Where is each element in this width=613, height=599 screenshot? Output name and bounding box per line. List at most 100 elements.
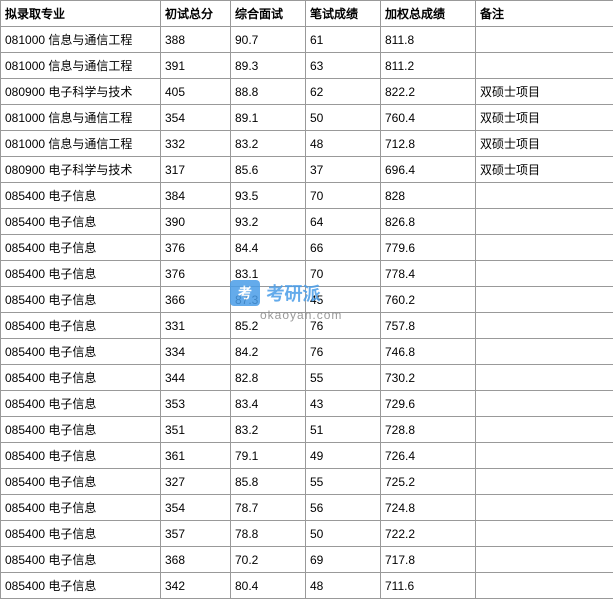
table-cell: 48 — [306, 131, 381, 157]
table-row: 085400 电子信息33484.276746.8 — [1, 339, 613, 365]
table-cell: 760.4 — [381, 105, 476, 131]
table-cell: 085400 电子信息 — [1, 339, 161, 365]
table-cell: 43 — [306, 391, 381, 417]
table-cell: 89.1 — [231, 105, 306, 131]
table-cell: 085400 电子信息 — [1, 495, 161, 521]
table-cell: 76 — [306, 339, 381, 365]
table-cell: 48 — [306, 573, 381, 599]
table-cell: 63 — [306, 53, 381, 79]
table-row: 085400 电子信息33185.276757.8 — [1, 313, 613, 339]
table-cell: 317 — [161, 157, 231, 183]
table-cell: 357 — [161, 521, 231, 547]
admission-table: 拟录取专业 初试总分 综合面试 笔试成绩 加权总成绩 备注 081000 信息与… — [0, 0, 613, 599]
table-cell — [476, 339, 613, 365]
table-cell: 45 — [306, 287, 381, 313]
table-cell: 778.4 — [381, 261, 476, 287]
table-cell: 70 — [306, 183, 381, 209]
table-cell: 726.4 — [381, 443, 476, 469]
table-cell: 728.8 — [381, 417, 476, 443]
table-cell: 70 — [306, 261, 381, 287]
table-row: 085400 电子信息37684.466779.6 — [1, 235, 613, 261]
table-cell: 66 — [306, 235, 381, 261]
table-cell: 085400 电子信息 — [1, 417, 161, 443]
table-cell — [476, 469, 613, 495]
table-cell: 61 — [306, 27, 381, 53]
table-cell: 93.2 — [231, 209, 306, 235]
table-row: 081000 信息与通信工程39189.363811.2 — [1, 53, 613, 79]
table-cell: 332 — [161, 131, 231, 157]
table-cell: 081000 信息与通信工程 — [1, 131, 161, 157]
table-cell — [476, 209, 613, 235]
table-cell: 327 — [161, 469, 231, 495]
table-cell: 85.2 — [231, 313, 306, 339]
table-cell — [476, 495, 613, 521]
table-cell — [476, 365, 613, 391]
table-cell: 368 — [161, 547, 231, 573]
table-cell — [476, 261, 613, 287]
table-row: 085400 电子信息37683.170778.4 — [1, 261, 613, 287]
table-cell: 82.8 — [231, 365, 306, 391]
table-cell: 384 — [161, 183, 231, 209]
table-cell: 84.4 — [231, 235, 306, 261]
table-header-row: 拟录取专业 初试总分 综合面试 笔试成绩 加权总成绩 备注 — [1, 1, 613, 27]
table-cell: 83.1 — [231, 261, 306, 287]
table-row: 085400 电子信息38493.570828 — [1, 183, 613, 209]
table-cell: 49 — [306, 443, 381, 469]
table-cell: 080900 电子科学与技术 — [1, 79, 161, 105]
table-cell: 双硕士项目 — [476, 131, 613, 157]
table-cell: 811.8 — [381, 27, 476, 53]
table-cell — [476, 391, 613, 417]
header-initial-score: 初试总分 — [161, 1, 231, 27]
table-row: 080900 电子科学与技术31785.637696.4双硕士项目 — [1, 157, 613, 183]
table-cell: 50 — [306, 521, 381, 547]
table-cell: 361 — [161, 443, 231, 469]
table-cell: 78.7 — [231, 495, 306, 521]
table-cell: 51 — [306, 417, 381, 443]
table-cell: 376 — [161, 261, 231, 287]
table-row: 085400 电子信息34280.448711.6 — [1, 573, 613, 599]
table-cell — [476, 547, 613, 573]
table-cell: 390 — [161, 209, 231, 235]
table-cell — [476, 287, 613, 313]
table-cell: 89.3 — [231, 53, 306, 79]
table-cell: 87.3 — [231, 287, 306, 313]
table-cell: 双硕士项目 — [476, 105, 613, 131]
table-cell: 331 — [161, 313, 231, 339]
table-cell: 085400 电子信息 — [1, 521, 161, 547]
table-cell: 78.8 — [231, 521, 306, 547]
table-cell — [476, 27, 613, 53]
table-cell: 83.2 — [231, 417, 306, 443]
table-cell: 085400 电子信息 — [1, 261, 161, 287]
table-cell: 55 — [306, 469, 381, 495]
table-cell: 37 — [306, 157, 381, 183]
table-cell: 080900 电子科学与技术 — [1, 157, 161, 183]
table-row: 085400 电子信息32785.855725.2 — [1, 469, 613, 495]
table-cell: 085400 电子信息 — [1, 209, 161, 235]
table-cell: 760.2 — [381, 287, 476, 313]
table-cell: 62 — [306, 79, 381, 105]
table-cell — [476, 183, 613, 209]
table-row: 085400 电子信息36179.149726.4 — [1, 443, 613, 469]
table-cell — [476, 53, 613, 79]
table-cell — [476, 235, 613, 261]
table-cell: 85.8 — [231, 469, 306, 495]
table-cell: 双硕士项目 — [476, 157, 613, 183]
table-cell — [476, 443, 613, 469]
header-interview-score: 综合面试 — [231, 1, 306, 27]
table-row: 085400 电子信息35183.251728.8 — [1, 417, 613, 443]
table-cell: 085400 电子信息 — [1, 443, 161, 469]
table-body: 081000 信息与通信工程38890.761811.8081000 信息与通信… — [1, 27, 613, 599]
header-weighted-score: 加权总成绩 — [381, 1, 476, 27]
table-cell: 83.4 — [231, 391, 306, 417]
table-cell: 085400 电子信息 — [1, 469, 161, 495]
table-cell — [476, 521, 613, 547]
table-cell: 80.4 — [231, 573, 306, 599]
table-cell: 081000 信息与通信工程 — [1, 105, 161, 131]
table-cell: 085400 电子信息 — [1, 313, 161, 339]
table-cell: 722.2 — [381, 521, 476, 547]
table-cell: 84.2 — [231, 339, 306, 365]
table-cell: 351 — [161, 417, 231, 443]
table-cell: 085400 电子信息 — [1, 573, 161, 599]
table-row: 085400 电子信息36687.345760.2 — [1, 287, 613, 313]
table-cell: 56 — [306, 495, 381, 521]
